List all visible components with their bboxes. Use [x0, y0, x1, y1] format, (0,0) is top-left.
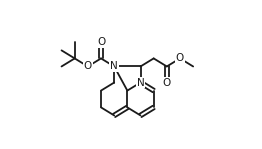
Text: O: O [163, 77, 171, 88]
Text: O: O [176, 53, 184, 63]
Text: N: N [137, 77, 144, 88]
Text: O: O [97, 37, 105, 47]
Text: O: O [84, 61, 92, 72]
Text: N: N [110, 61, 118, 72]
